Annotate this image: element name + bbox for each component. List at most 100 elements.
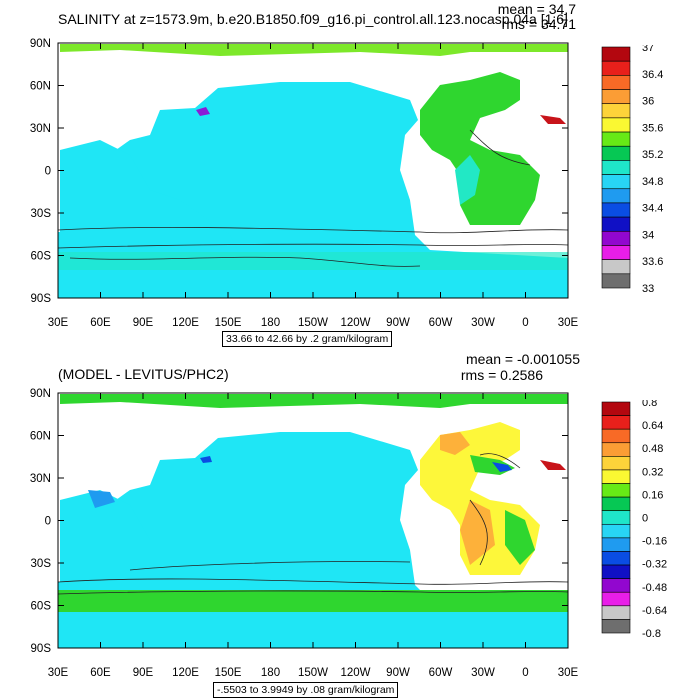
- panel1-contour-info: 33.66 to 42.66 by .2 gram/kilogram: [222, 331, 393, 347]
- panel2-ytick-label: 90N: [30, 388, 51, 400]
- panel2-colorbar-label: 0.64: [642, 420, 663, 432]
- panel1-ytick-label: 60S: [31, 251, 52, 263]
- panel1-colorbar-swatch: [601, 174, 631, 190]
- panel1-colorbar-swatch: [601, 117, 631, 133]
- panel2-colorbar: 0.8 0.64 0.48 0.32 0.16 0 -0.16 -0.32 -0.48 -0.64…: [601, 400, 667, 640]
- panel1-ytick-label: 30S: [31, 208, 52, 220]
- panel2-colorbar-swatch: [601, 510, 631, 525]
- panel2-colorbar-swatch: [601, 442, 631, 457]
- panel2-colorbar-swatch: [601, 415, 631, 430]
- panel1-atlantic-field: [420, 72, 540, 225]
- panel1-xtick-label: 150W: [298, 317, 328, 329]
- panel2-colorbar-label: 0.32: [642, 466, 663, 478]
- panel1-colorbar-swatch: [601, 103, 631, 119]
- panel1-colorbar-swatch: [601, 202, 631, 218]
- panel2-colorbar-swatch: [601, 428, 631, 444]
- panel1-xtick-label: 90W: [386, 317, 410, 329]
- panel2-title: (MODEL - LEVITUS/PHC2): [58, 366, 229, 382]
- panel1-axis-ticks: 30E 60E 90E 120E 150E 180 150W 120W 90W 60W 30W 0 30…: [30, 38, 579, 329]
- panel1-colorbar-label: 36.4: [642, 69, 663, 81]
- panel1-ytick-label: 30N: [30, 123, 51, 135]
- panel1-colorbar-swatch: [601, 216, 631, 232]
- panel1-xtick-label: 60E: [90, 317, 111, 329]
- panel1-colorbar-label: 34.8: [642, 176, 663, 188]
- panel1-colorbar-swatch: [601, 131, 631, 147]
- panel2-ytick-label: 30N: [30, 473, 51, 485]
- panel1-rms: rms = 34.71: [501, 16, 576, 32]
- panel1-title: SALINITY at z=1573.9m, b.e20.B1850.f09_g…: [58, 11, 568, 27]
- panel1-colorbar-label: 34: [642, 229, 654, 241]
- panel1-mediterranean-field: [540, 115, 566, 124]
- panel2-ytick-label: 30S: [31, 558, 52, 570]
- panel1-colorbar-label: 36: [642, 96, 654, 108]
- panel2-southern-ocean-field: [58, 590, 568, 612]
- panel2-colorbar-label: 0.48: [642, 443, 663, 455]
- panel2-colorbar-label: -0.16: [642, 536, 667, 548]
- panel1-map: 30E 60E 90E 120E 150E 180 150W 120W 90W 60W 30W 0 30…: [30, 38, 579, 329]
- panel2-xtick-label: 180: [261, 667, 280, 679]
- panel2-xtick-label: 60E: [90, 667, 111, 679]
- panel1-colorbar-swatch: [601, 89, 631, 105]
- panel2-ytick-label: 60N: [30, 431, 51, 443]
- panel1-xtick-label: 0: [522, 317, 528, 329]
- panel1-colorbar-swatch: [601, 46, 631, 62]
- panel1-colorbar-label: 33.6: [642, 256, 663, 268]
- panel1-xtick-label: 120E: [172, 317, 199, 329]
- panel2-colorbar-swatch: [601, 401, 631, 416]
- panel1-ytick-label: 0: [45, 166, 51, 178]
- panel2-ytick-label: 60S: [31, 601, 52, 613]
- panel2-xtick-label: 60W: [429, 667, 453, 679]
- panel2-colorbar-label: -0.64: [642, 605, 667, 617]
- panel2-xtick-label: 30E: [558, 667, 579, 679]
- panel2-colorbar-swatch: [601, 605, 631, 620]
- panel2-gulfstream-field: [492, 462, 512, 472]
- panel1-xtick-label: 150E: [215, 317, 242, 329]
- panel2-xtick-label: 30W: [471, 667, 495, 679]
- panel2-colorbar-swatch: [601, 578, 631, 593]
- panel1-xtick-label: 30W: [471, 317, 495, 329]
- panel2-xtick-label: 0: [522, 667, 528, 679]
- panel2-colorbar-swatch: [601, 591, 631, 607]
- panel2-xtick-label: 150W: [298, 667, 328, 679]
- panel2-colorbar-swatch: [601, 483, 631, 498]
- panel2-colorbar-label: -0.32: [642, 559, 667, 571]
- panel1-colorbar-swatch: [601, 60, 631, 76]
- panel1-xtick-label: 30E: [48, 317, 69, 329]
- panel2-colorbar-swatch: [601, 551, 631, 566]
- panel2-rms: rms = 0.2586: [460, 367, 543, 383]
- panel2-xtick-label: 90E: [133, 667, 154, 679]
- panel2-xtick-label: 30E: [48, 667, 69, 679]
- panel2-xtick-label: 120E: [172, 667, 199, 679]
- panel1-xtick-label: 30E: [558, 317, 579, 329]
- panel1-xtick-label: 120W: [340, 317, 370, 329]
- panel1-colorbar-swatch: [601, 273, 631, 289]
- panel2-colorbar-swatch: [601, 537, 631, 552]
- panel1-xtick-label: 90E: [133, 317, 154, 329]
- panel2-mean: mean = -0.001055: [465, 351, 580, 367]
- panel1-ytick-label: 60N: [30, 81, 51, 93]
- panel1-xtick-label: 180: [261, 317, 280, 329]
- panel1-colorbar-label: 33: [642, 283, 654, 295]
- panel1-colorbar-label: 37: [642, 45, 654, 54]
- panel2-contours: [57, 453, 569, 595]
- panel1-colorbar-swatch: [601, 75, 631, 90]
- panel1-ytick-label: 90S: [31, 293, 52, 305]
- panel2-xtick-label: 150E: [215, 667, 242, 679]
- panel2-colorbar-swatch: [601, 523, 631, 539]
- panel2-ytick-label: 0: [45, 516, 51, 528]
- panel1-contours: [57, 129, 569, 267]
- panel1-colorbar: 37 36.4 36 35.6 35.2 34.8 34.4 34 33.6 33: [601, 45, 663, 295]
- panel1-colorbar-label: 35.2: [642, 149, 663, 161]
- panel1-ytick-label: 90N: [30, 38, 51, 50]
- panel2-colorbar-swatch: [601, 496, 631, 512]
- panel2-axis-ticks: 30E 60E 90E 120E 150E 180 150W 120W 90W 60W 30W 0 30…: [30, 388, 579, 679]
- panel2-colorbar-swatch: [601, 469, 631, 484]
- panel2-ocean-fields: [58, 394, 568, 648]
- panel1-colorbar-swatch: [601, 230, 631, 246]
- panel2-colorbar-label: -0.48: [642, 582, 667, 594]
- panel2-colorbar-swatch: [601, 619, 631, 634]
- panel2-colorbar-label: 0.8: [642, 400, 657, 409]
- panel2-map: 30E 60E 90E 120E 150E 180 150W 120W 90W 60W 30W 0 30…: [30, 388, 579, 679]
- panel2-colorbar-label: 0: [642, 513, 648, 525]
- panel1-colorbar-swatch: [601, 245, 631, 260]
